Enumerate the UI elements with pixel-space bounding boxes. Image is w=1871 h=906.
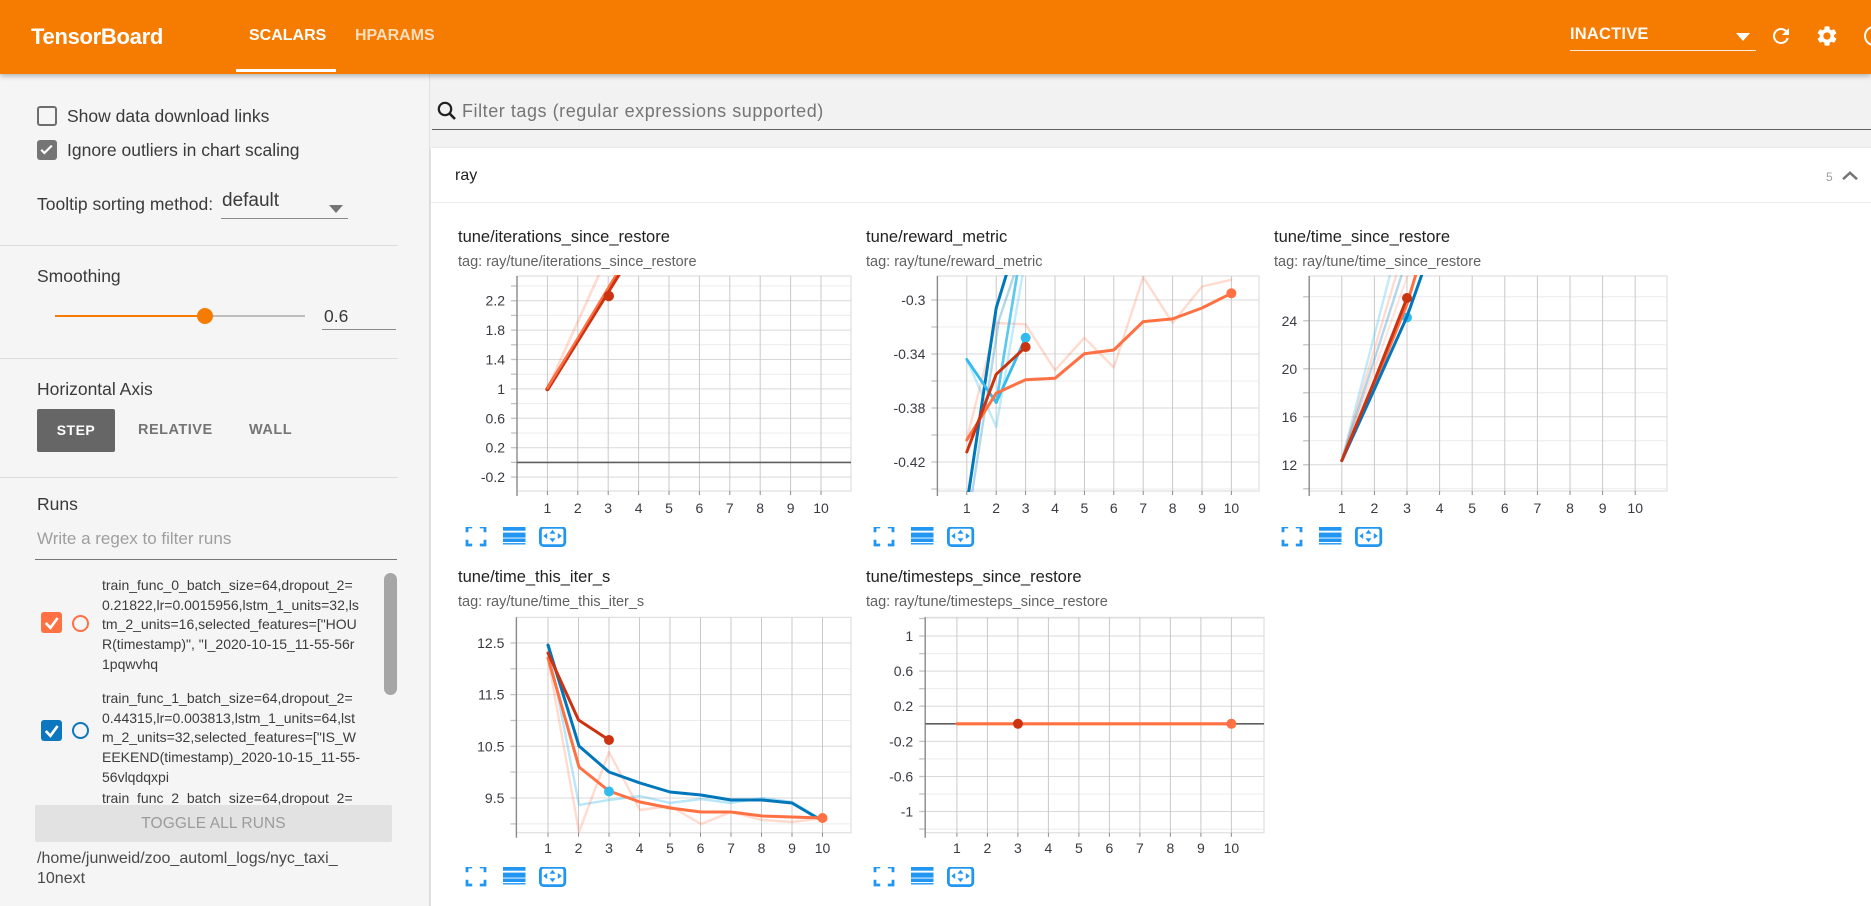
svg-text:4: 4: [636, 840, 644, 856]
svg-text:9: 9: [787, 500, 795, 516]
svg-text:7: 7: [1534, 500, 1542, 516]
svg-text:6: 6: [1106, 840, 1114, 856]
svg-text:5: 5: [1468, 500, 1476, 516]
svg-text:5: 5: [1081, 500, 1089, 516]
svg-text:7: 7: [726, 500, 734, 516]
svg-text:1.4: 1.4: [486, 352, 506, 368]
svg-text:8: 8: [758, 840, 766, 856]
svg-text:9: 9: [1599, 500, 1607, 516]
svg-text:1: 1: [1338, 500, 1346, 516]
svg-text:-0.6: -0.6: [889, 769, 913, 785]
svg-text:12.5: 12.5: [477, 635, 504, 651]
svg-text:9: 9: [788, 840, 796, 856]
svg-text:-0.42: -0.42: [893, 454, 925, 470]
svg-text:8: 8: [1169, 500, 1177, 516]
svg-text:3: 3: [1014, 840, 1022, 856]
svg-text:-0.2: -0.2: [481, 469, 505, 485]
svg-text:6: 6: [696, 500, 704, 516]
svg-text:0.6: 0.6: [894, 663, 914, 679]
svg-text:2: 2: [992, 500, 1000, 516]
svg-text:6: 6: [1501, 500, 1509, 516]
svg-text:24: 24: [1282, 313, 1298, 329]
svg-text:2: 2: [575, 840, 583, 856]
svg-text:6: 6: [697, 840, 705, 856]
svg-text:10: 10: [1627, 500, 1643, 516]
svg-text:1: 1: [953, 840, 961, 856]
svg-text:1: 1: [963, 500, 971, 516]
svg-text:10: 10: [1224, 500, 1240, 516]
svg-text:-0.38: -0.38: [893, 400, 925, 416]
svg-text:-0.34: -0.34: [893, 346, 925, 362]
svg-text:8: 8: [756, 500, 764, 516]
svg-text:2: 2: [1371, 500, 1379, 516]
svg-text:4: 4: [1436, 500, 1444, 516]
svg-text:0.6: 0.6: [486, 410, 506, 426]
svg-text:1.8: 1.8: [486, 322, 506, 338]
svg-text:11.5: 11.5: [478, 687, 504, 703]
svg-text:1: 1: [544, 500, 552, 516]
svg-text:6: 6: [1110, 500, 1118, 516]
svg-text:4: 4: [1045, 840, 1053, 856]
svg-text:2: 2: [574, 500, 582, 516]
svg-text:-0.3: -0.3: [901, 292, 925, 308]
svg-text:3: 3: [605, 840, 613, 856]
svg-text:3: 3: [1403, 500, 1411, 516]
svg-text:12: 12: [1282, 457, 1298, 473]
svg-text:0.2: 0.2: [894, 698, 914, 714]
svg-text:9: 9: [1197, 840, 1205, 856]
svg-text:9: 9: [1198, 500, 1206, 516]
svg-text:10: 10: [1224, 840, 1240, 856]
svg-text:1: 1: [905, 628, 913, 644]
svg-text:7: 7: [1136, 840, 1144, 856]
svg-text:1: 1: [544, 840, 552, 856]
svg-text:3: 3: [604, 500, 612, 516]
svg-text:1: 1: [497, 381, 505, 397]
svg-text:-1: -1: [901, 804, 914, 820]
svg-text:7: 7: [1139, 500, 1147, 516]
svg-text:0.2: 0.2: [486, 440, 506, 456]
svg-text:9.5: 9.5: [485, 790, 505, 806]
svg-text:2: 2: [984, 840, 992, 856]
svg-text:2.2: 2.2: [486, 293, 506, 309]
svg-text:16: 16: [1282, 409, 1298, 425]
svg-text:10: 10: [815, 840, 831, 856]
svg-text:8: 8: [1167, 840, 1175, 856]
svg-text:-0.2: -0.2: [889, 733, 913, 749]
svg-text:4: 4: [635, 500, 643, 516]
svg-text:4: 4: [1051, 500, 1059, 516]
svg-text:5: 5: [1075, 840, 1083, 856]
svg-text:10: 10: [813, 500, 829, 516]
svg-text:10.5: 10.5: [477, 738, 504, 754]
svg-text:5: 5: [665, 500, 673, 516]
svg-text:20: 20: [1282, 361, 1298, 377]
svg-text:7: 7: [727, 840, 735, 856]
svg-text:3: 3: [1022, 500, 1030, 516]
svg-text:8: 8: [1566, 500, 1574, 516]
svg-text:5: 5: [666, 840, 674, 856]
